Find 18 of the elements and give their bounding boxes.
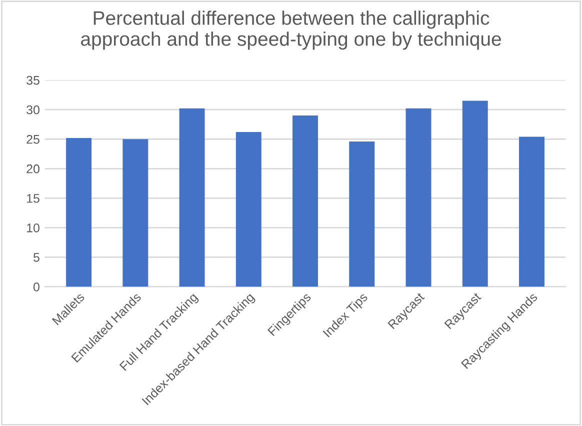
y-tick-label: 10 xyxy=(27,223,40,232)
bar xyxy=(406,108,432,287)
y-tick-label: 20 xyxy=(26,164,40,174)
y-tick-label: 15 xyxy=(27,194,40,203)
bar xyxy=(122,139,148,287)
y-tick-label: 35 xyxy=(26,76,40,85)
bar xyxy=(462,100,488,287)
y-tick-label: 30 xyxy=(26,105,40,114)
bar xyxy=(292,116,318,287)
bar xyxy=(66,138,92,287)
y-tick-label: 5 xyxy=(34,253,40,262)
bar xyxy=(349,141,375,287)
y-tick-label: 0 xyxy=(33,282,40,292)
y-tick-label: 25 xyxy=(26,134,40,144)
bar xyxy=(179,108,205,287)
bar xyxy=(236,132,262,287)
chart-title: Percentual difference between the calligraphic approach and the speed-typing one by technique xyxy=(81,10,501,50)
bar xyxy=(518,136,544,287)
